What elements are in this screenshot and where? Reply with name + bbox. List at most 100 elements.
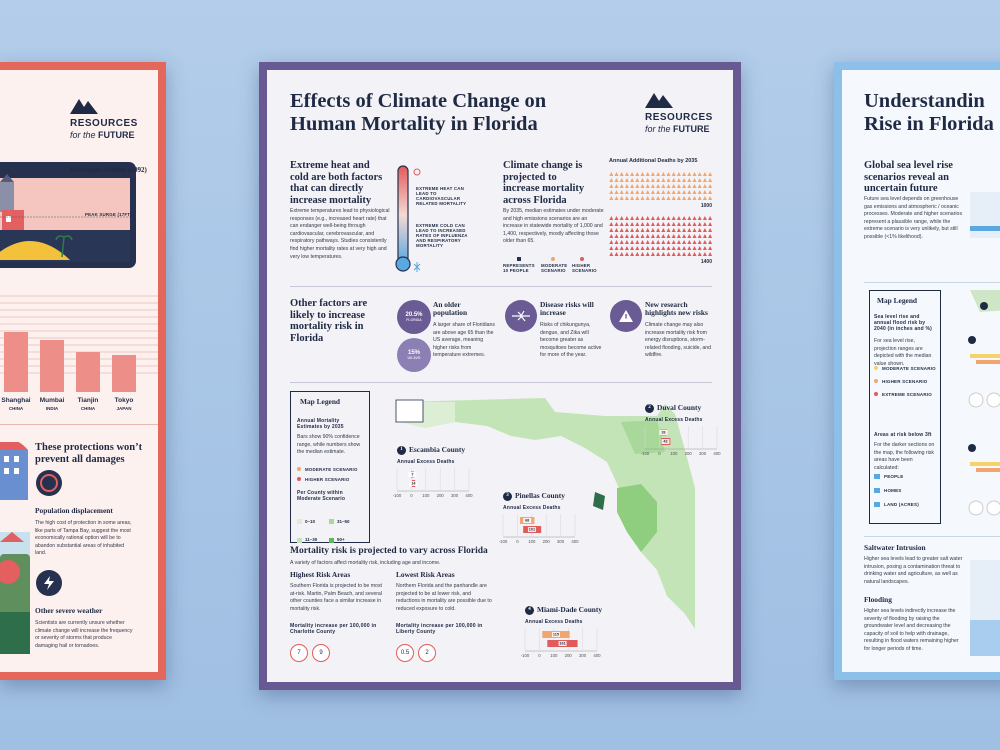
- subheading: Lowest Risk Areas: [396, 570, 455, 579]
- person-icon: [692, 234, 697, 238]
- median-box: [659, 430, 668, 435]
- person-icon: [671, 184, 676, 188]
- legend-bin: 50+: [329, 537, 361, 543]
- bar: [4, 332, 28, 392]
- person-icon: [671, 222, 676, 226]
- person-icon: [624, 228, 629, 232]
- person-icon: [645, 240, 650, 244]
- person-icon: [619, 246, 624, 250]
- person-icon: [630, 172, 635, 176]
- tick-label: 200: [543, 539, 551, 544]
- country-label: INDIA: [46, 406, 59, 411]
- pictogram-title: Annual Additional Deaths by 2035: [609, 158, 698, 164]
- thermometer: [395, 165, 421, 272]
- risk-value: 7: [290, 644, 308, 662]
- person-icon: [650, 196, 655, 200]
- person-icon: [656, 172, 661, 176]
- stat: 15%: [407, 350, 420, 356]
- person-icon: [656, 178, 661, 182]
- legend-sub: Per County within Moderate Scenario: [297, 490, 346, 502]
- person-icon: [635, 172, 640, 176]
- person-icon: [624, 252, 629, 256]
- person-icon: [687, 252, 692, 256]
- person-icon: [702, 222, 707, 226]
- person-icon: [630, 196, 635, 200]
- legend-text: HIGHER SCENARIO: [882, 379, 928, 384]
- person-icon: [702, 172, 707, 176]
- legend-item: REPRESENTS 10 PEOPLE: [503, 257, 539, 273]
- tick-label: 0: [658, 451, 661, 456]
- bin-label: 31–50: [337, 519, 350, 524]
- legend-item: MODERATE SCENARIO: [541, 257, 573, 273]
- person-icon: [656, 184, 661, 188]
- legend-sub: Sea level rise and annual flood risk by …: [874, 314, 933, 332]
- person-icon: [676, 252, 681, 256]
- person-icon: [687, 196, 692, 200]
- person-icon: [640, 228, 645, 232]
- legend-text: PEOPLE: [509, 268, 529, 273]
- person-icon: [697, 228, 702, 232]
- risk-icon: [874, 474, 880, 480]
- person-icon: [666, 216, 671, 220]
- paragraph: Future sea level depends on greenhouse g…: [864, 196, 963, 240]
- person-icon: [650, 240, 655, 244]
- person-icon: [671, 240, 676, 244]
- person-icon: [609, 222, 614, 226]
- person-icon: [708, 196, 713, 200]
- person-icon: [609, 178, 614, 182]
- person-icon: [666, 228, 671, 232]
- legend-text: MODERATE SCENARIO: [305, 467, 358, 472]
- person-icon: [645, 196, 650, 200]
- pictogram-group: [609, 172, 713, 200]
- subheading: An older population: [433, 300, 468, 318]
- person-icon: [682, 190, 687, 194]
- legend-title: Map Legend: [300, 397, 341, 406]
- pictogram-value: 1400: [701, 259, 712, 265]
- median-label: 28: [661, 431, 665, 435]
- median-box: [558, 641, 567, 646]
- icon-circle: [36, 570, 62, 596]
- county-header: 4 Miami-Dade County: [525, 606, 602, 615]
- person-icon: [640, 190, 645, 194]
- person-icon: [619, 190, 624, 194]
- section-heading: Global sea level rise scenarios reveal a…: [864, 160, 953, 194]
- person-icon: [640, 172, 645, 176]
- median-box: [523, 518, 532, 523]
- person-icon: [671, 252, 676, 256]
- legend-swatch: [874, 366, 878, 370]
- person-icon: [697, 222, 702, 226]
- person-icon: [697, 240, 702, 244]
- person-icon: [671, 234, 676, 238]
- person-icon: [687, 240, 692, 244]
- county-number: 3: [503, 492, 512, 501]
- person-icon: [692, 178, 697, 182]
- person-icon: [624, 172, 629, 176]
- city-label: Shanghai: [1, 397, 30, 404]
- tick-label: 400: [465, 493, 473, 498]
- person-icon: [645, 178, 650, 182]
- legend-swatch: [874, 379, 878, 383]
- person-icon: [708, 222, 713, 226]
- person-icon: [666, 178, 671, 182]
- person-icon: [687, 216, 692, 220]
- country-label: CHINA: [9, 406, 24, 411]
- person-icon: [630, 234, 635, 238]
- county-name: Duval County: [657, 403, 702, 413]
- poster-title: Effects of Climate Change on Human Morta…: [290, 90, 547, 135]
- person-icon: [614, 222, 619, 226]
- section-heading: Mortality risk is projected to vary acro…: [290, 546, 488, 556]
- person-icon: [687, 246, 692, 250]
- subheading: New research highlights new risks: [645, 300, 708, 318]
- person-icon: [687, 178, 692, 182]
- person-icon: [682, 196, 687, 200]
- county-name: Escambia County: [409, 445, 466, 455]
- person-icon: [645, 222, 650, 226]
- paragraph: Climate change may also increase mortali…: [645, 322, 712, 359]
- person-icon: [609, 252, 614, 256]
- person-icon: [645, 252, 650, 256]
- paragraph: Higher sea levels indirectly increase th…: [864, 608, 959, 652]
- median-label: 115: [553, 633, 559, 637]
- county-number: 1: [397, 446, 406, 455]
- icons: [0, 442, 30, 654]
- person-icon: [645, 190, 650, 194]
